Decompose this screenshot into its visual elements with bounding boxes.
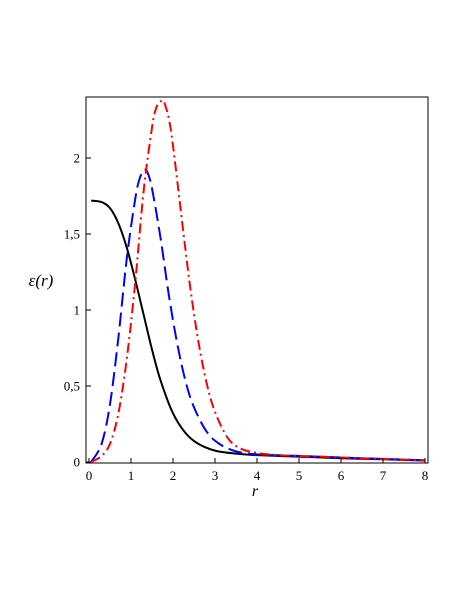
x-tick-label: 1 [128,468,135,483]
series-line-dashed [90,168,426,463]
y-tick-label: 0 [74,455,81,470]
y-tick-label: 1 [74,303,81,318]
series-layer [90,99,426,463]
y-tick-label: 0,5 [64,379,80,394]
series-line-solid [90,199,426,462]
x-tick-label: 3 [212,468,219,483]
x-tick-label: 4 [254,468,261,483]
x-tick-label: 2 [170,468,177,483]
x-axis-label: r [252,483,259,500]
x-tick-label: 5 [296,468,303,483]
ticks-layer: 0 1 2 3 4 5 6 7 8 0 0,5 1 1,5 2 [64,151,429,484]
plot-frame [85,96,429,464]
y-axis-label: ε(r) [29,271,54,290]
y-tick-label: 2 [74,151,81,166]
x-tick-label: 0 [86,468,93,483]
x-tick-label: 8 [422,468,429,483]
x-tick-label: 7 [380,468,387,483]
series-line-dashdot [90,99,426,463]
y-tick-label: 1,5 [64,227,80,242]
x-tick-label: 6 [338,468,345,483]
